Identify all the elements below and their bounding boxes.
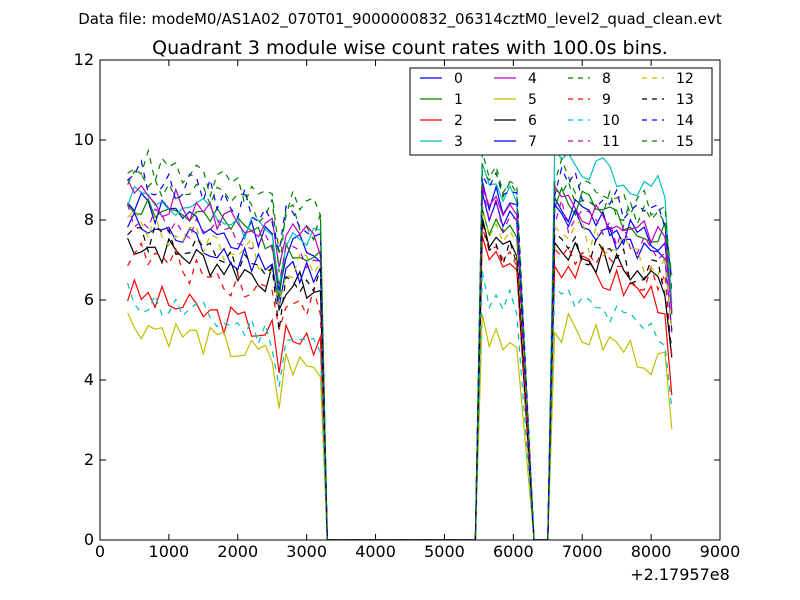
y-tick-label: 2: [84, 450, 94, 469]
series-line-2: [127, 235, 673, 540]
series-line-9: [127, 227, 673, 540]
series-line-13: [127, 220, 673, 540]
series-layer: [127, 146, 673, 540]
legend-label-3: 3: [454, 134, 463, 150]
legend-label-13: 13: [676, 92, 694, 108]
legend-label-10: 10: [602, 113, 620, 129]
legend-label-5: 5: [528, 92, 537, 108]
x-tick-label: 4000: [355, 542, 396, 561]
x-tick-label: 2000: [217, 542, 258, 561]
y-tick-label: 10: [74, 130, 94, 149]
x-tick-label: 8000: [631, 542, 672, 561]
x-tick-label: 7000: [562, 542, 603, 561]
legend-box: [409, 67, 713, 156]
chart-title: Quadrant 3 module wise count rates with …: [152, 37, 668, 59]
y-tick-label: 0: [84, 530, 94, 549]
y-tick-label: 4: [84, 370, 94, 389]
legend-label-11: 11: [602, 134, 620, 150]
legend-label-12: 12: [676, 71, 694, 87]
x-tick-label: 6000: [493, 542, 534, 561]
legend-label-7: 7: [528, 134, 537, 150]
axes-frame: [99, 59, 721, 541]
y-tick-label: 6: [84, 290, 94, 309]
figure-suptitle: Data file: modeM0/AS1A02_070T01_90000008…: [78, 10, 722, 29]
x-tick-label: 0: [95, 542, 105, 561]
y-tick-label: 8: [84, 210, 94, 229]
series-line-5: [127, 311, 673, 540]
x-tick-label: 9000: [700, 542, 741, 561]
legend-label-14: 14: [676, 113, 694, 129]
series-line-12: [127, 205, 673, 540]
y-tick-label: 12: [74, 50, 94, 69]
legend-label-8: 8: [602, 71, 611, 87]
series-line-15: [127, 148, 673, 540]
legend-label-9: 9: [602, 92, 611, 108]
x-tick-label: 1000: [149, 542, 190, 561]
tick-layer: 0 1000 2000 3000 4000 5000 6000 7000 8000 9000 0 2 4…: [74, 50, 741, 561]
x-tick-label: 3000: [286, 542, 327, 561]
series-line-11: [127, 185, 673, 540]
series-line-14: [127, 159, 673, 540]
legend-label-15: 15: [676, 134, 694, 150]
legend-label-4: 4: [528, 71, 537, 87]
x-tick-label: 5000: [424, 542, 465, 561]
legend-label-1: 1: [454, 92, 463, 108]
legend-label-6: 6: [528, 113, 537, 129]
legend-label-0: 0: [454, 71, 463, 87]
series-line-10: [127, 270, 673, 540]
series-line-8: [127, 151, 673, 540]
legend-label-2: 2: [454, 113, 463, 129]
x-axis-offset-label: +2.17957e8: [630, 565, 730, 584]
